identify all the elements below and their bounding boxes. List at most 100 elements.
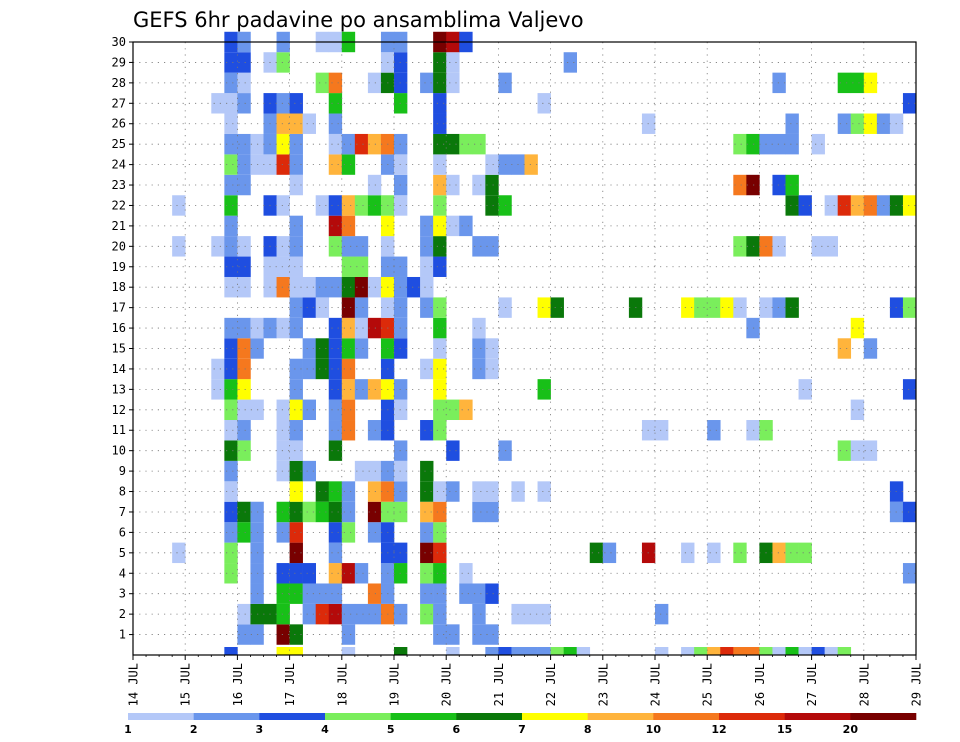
heatmap-cell [276, 133, 290, 155]
x-tick-label: 14 JUL [127, 663, 141, 706]
heatmap-cell [341, 297, 356, 318]
x-tick-label: 17 JUL [283, 663, 297, 706]
heatmap-cell [341, 236, 356, 257]
colorbar-label: 7 [518, 723, 526, 736]
heatmap-cell [459, 583, 473, 604]
heatmap-cell [433, 317, 447, 339]
y-tick-label: 28 [112, 76, 126, 90]
heatmap-cell [289, 215, 303, 237]
heatmap-cell [472, 236, 486, 257]
heatmap-cell [537, 297, 551, 318]
heatmap-cell [720, 647, 734, 655]
heatmap-cell [224, 215, 238, 237]
heatmap-cell [407, 276, 421, 298]
heatmap-cell [224, 52, 238, 73]
heatmap-cell [550, 647, 564, 655]
heatmap-cell [446, 399, 460, 421]
heatmap-cell [459, 215, 473, 237]
heatmap-cell [863, 72, 878, 94]
colorbar-label: 15 [777, 723, 792, 736]
heatmap-cell [302, 297, 316, 318]
heatmap-cell [354, 460, 369, 482]
colorbar-label: 1 [124, 723, 132, 736]
heatmap-cell [772, 297, 786, 318]
x-tick-label: 29 JUL [910, 663, 924, 706]
heatmap-cell [420, 542, 434, 564]
heatmap-cell [302, 276, 316, 298]
heatmap-cell [420, 256, 434, 277]
heatmap-cell [681, 647, 695, 655]
y-tick-label: 16 [112, 321, 126, 335]
heatmap-cell [302, 399, 316, 421]
heatmap-cell [315, 583, 330, 604]
heatmap-cell [276, 52, 290, 73]
heatmap-cell [328, 542, 343, 564]
heatmap-cell [863, 113, 878, 134]
heatmap-cell [785, 195, 799, 216]
heatmap-cell [485, 338, 499, 359]
heatmap-cell [237, 133, 251, 155]
heatmap-cell [589, 542, 604, 564]
heatmap-cell [902, 195, 917, 216]
heatmap-cell [902, 297, 917, 318]
heatmap-cell [367, 379, 382, 400]
heatmap-cell [394, 647, 408, 655]
heatmap-cell [289, 358, 303, 380]
heatmap-cell [328, 133, 343, 155]
y-tick-label: 12 [112, 403, 126, 417]
heatmap-cell [315, 276, 330, 298]
heatmap-cell [433, 338, 447, 359]
y-tick-label: 1 [119, 628, 126, 642]
heatmap-cell [302, 603, 316, 625]
heatmap-cell [733, 174, 747, 196]
heatmap-cell [707, 420, 721, 441]
heatmap-cell [420, 297, 434, 318]
y-tick-label: 2 [119, 607, 126, 621]
heatmap-cell [289, 297, 303, 318]
y-tick-label: 19 [112, 260, 126, 274]
heatmap-cell [707, 647, 721, 655]
heatmap-cell [224, 236, 238, 257]
heatmap-cell [837, 338, 852, 359]
heatmap-cell [785, 647, 799, 655]
heatmap-cell [276, 113, 290, 134]
heatmap-cell [328, 72, 343, 94]
heatmap-cell [328, 154, 343, 175]
heatmap-cell [354, 236, 369, 257]
heatmap-cell [563, 52, 577, 73]
colorbar-label: 5 [387, 723, 395, 736]
heatmap-cell [289, 113, 303, 134]
heatmap-cell [863, 440, 878, 461]
heatmap-cell [341, 624, 356, 645]
heatmap-cell [798, 379, 812, 400]
y-tick-label: 21 [112, 219, 126, 233]
heatmap-cell [655, 420, 669, 441]
heatmap-cell [328, 236, 343, 257]
heatmap-cell [315, 358, 330, 380]
heatmap-cell [811, 647, 825, 655]
y-tick-label: 9 [119, 464, 126, 478]
heatmap-cell [302, 563, 316, 584]
heatmap-cell [224, 195, 238, 216]
heatmap-cell [289, 440, 303, 461]
y-tick-label: 13 [112, 382, 126, 396]
heatmap-cell [433, 113, 447, 134]
heatmap-cell [302, 358, 316, 380]
heatmap-cell [354, 563, 369, 584]
heatmap-cell [341, 379, 356, 400]
heatmap-cell [276, 522, 290, 543]
heatmap-cell [433, 563, 447, 584]
heatmap-cell [224, 501, 238, 523]
heatmap-cell [824, 647, 838, 655]
heatmap-cell [328, 522, 343, 543]
heatmap-cell [720, 297, 734, 318]
heatmap-cell [433, 215, 447, 237]
heatmap-cell [211, 358, 225, 380]
heatmap-cell [420, 276, 434, 298]
colorbar-label: 12 [711, 723, 726, 736]
y-tick-label: 4 [119, 566, 126, 580]
heatmap-cell [472, 174, 486, 196]
heatmap-cell [276, 154, 290, 175]
heatmap-cell [446, 52, 460, 73]
heatmap-cell [850, 399, 865, 421]
